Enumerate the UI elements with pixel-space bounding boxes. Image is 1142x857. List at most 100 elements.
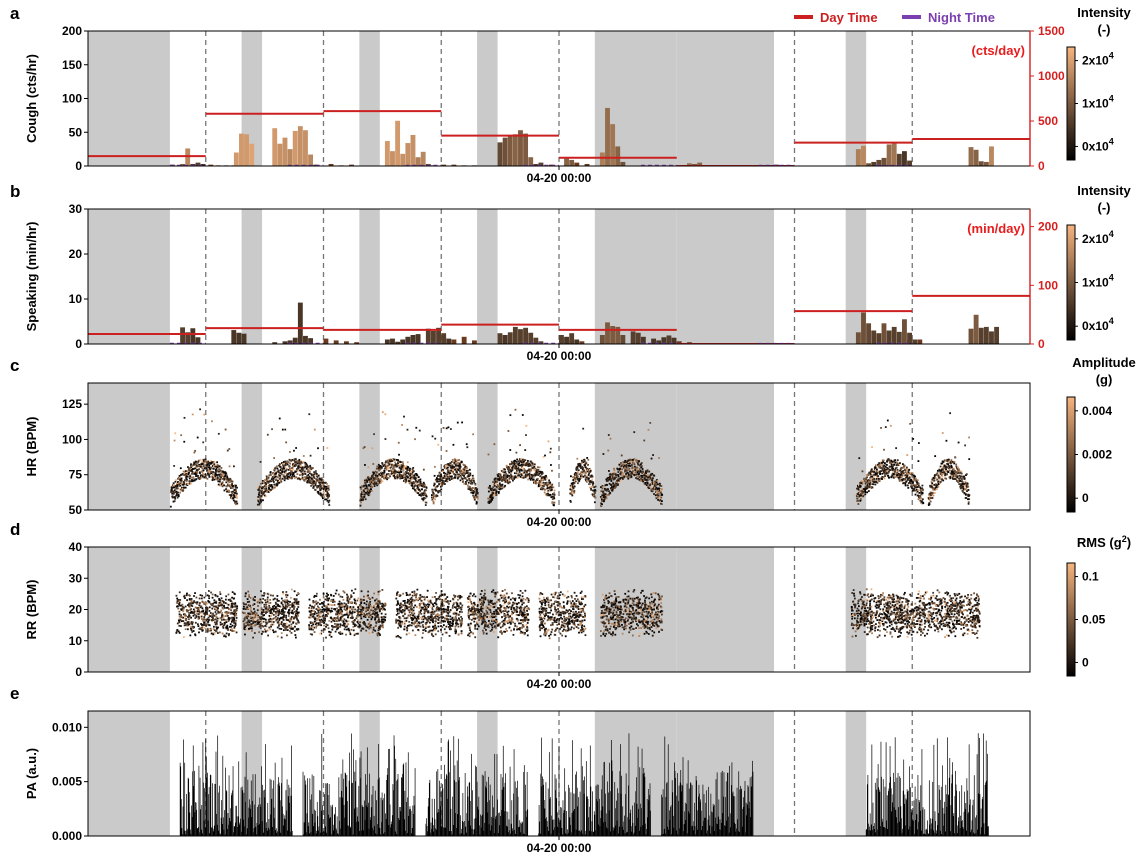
hr-point: [538, 485, 540, 487]
hr-point: [913, 479, 916, 482]
hr-point: [883, 467, 886, 470]
hr-point: [525, 464, 528, 467]
hr-point: [236, 496, 238, 499]
hr-point: [213, 461, 216, 464]
hr-point: [952, 461, 954, 463]
hr-point: [296, 462, 299, 465]
hr-point: [182, 480, 185, 483]
rr-point: [183, 624, 186, 627]
hr-point: [376, 475, 379, 477]
hr-point: [442, 426, 445, 429]
rr-point: [227, 618, 230, 621]
hr-point: [437, 480, 439, 483]
hr-point: [508, 479, 510, 482]
hr-point: [373, 471, 376, 474]
rr-point: [225, 626, 227, 629]
day-bar: [292, 130, 298, 166]
rr-point: [228, 633, 230, 635]
hr-point: [908, 476, 911, 479]
hr-point: [398, 471, 401, 474]
day-bar: [886, 330, 892, 344]
rr-point: [278, 619, 281, 622]
hr-point: [303, 479, 306, 482]
hr-point: [602, 453, 605, 455]
rr-point: [233, 614, 236, 617]
rr-point: [220, 619, 223, 621]
hr-point: [378, 469, 380, 472]
hr-point: [276, 465, 278, 468]
hr-point: [222, 474, 225, 477]
hr-point: [959, 476, 962, 479]
hr-point: [378, 473, 381, 476]
hr-point: [939, 465, 942, 468]
hr-point: [638, 464, 641, 467]
hr-point: [170, 487, 173, 490]
rr-point: [225, 607, 228, 609]
night-shade: [845, 383, 867, 510]
rr-point: [207, 590, 210, 592]
rr-point: [185, 609, 188, 611]
rr-point: [208, 597, 211, 600]
day-bar: [610, 124, 616, 166]
hr-point: [889, 461, 892, 464]
day-bar: [538, 162, 544, 166]
rr-point: [186, 624, 189, 627]
hr-point: [526, 469, 529, 472]
hr-point: [456, 477, 459, 480]
hr-point: [318, 480, 321, 483]
hr-point: [453, 461, 456, 464]
hr-point: [232, 484, 235, 487]
day-bar: [697, 162, 703, 166]
rr-point: [207, 607, 209, 610]
hr-point: [312, 485, 315, 488]
hr-point: [868, 471, 871, 474]
hr-point: [452, 477, 454, 480]
hr-point: [609, 437, 612, 440]
hr-point: [951, 467, 954, 470]
hr-point: [912, 437, 915, 440]
hr-point: [393, 468, 396, 471]
hr-point: [461, 474, 464, 477]
day-bar: [400, 339, 406, 344]
hr-point: [213, 478, 216, 481]
hr-point: [497, 487, 500, 490]
hr-point: [952, 478, 954, 480]
hr-point: [589, 486, 591, 489]
hr-point: [651, 490, 654, 493]
hr-point: [504, 468, 506, 471]
hr-point: [288, 458, 291, 461]
hr-point: [950, 459, 953, 462]
hr-point: [495, 486, 498, 488]
hr-point: [861, 490, 863, 493]
hr-point: [527, 463, 530, 466]
hr-point: [449, 462, 452, 464]
hr-point: [517, 464, 520, 467]
hr-point: [896, 459, 899, 462]
hr-point: [364, 464, 366, 466]
hr-point: [472, 477, 475, 480]
hr-point: [196, 462, 199, 465]
hr-point: [259, 498, 262, 501]
hr-point: [422, 481, 425, 484]
hr-point: [942, 479, 945, 482]
hr-point: [646, 481, 649, 484]
hr-point: [592, 489, 595, 492]
hr-point: [533, 463, 536, 466]
hr-point: [315, 472, 317, 474]
hr-point: [962, 490, 964, 493]
hr-point: [292, 473, 295, 476]
hr-point: [527, 473, 530, 476]
rr-point: [186, 599, 189, 602]
hr-point: [193, 451, 196, 454]
hr-point: [949, 475, 952, 478]
hr-point: [268, 487, 271, 490]
rr-point: [191, 621, 194, 624]
hr-point: [396, 474, 399, 477]
hr-point: [314, 482, 317, 485]
hr-point: [309, 466, 312, 469]
rr-point: [219, 623, 222, 626]
day-bar: [384, 141, 390, 166]
hr-point: [308, 481, 311, 484]
rr-point: [232, 630, 234, 632]
hr-point: [229, 484, 232, 486]
